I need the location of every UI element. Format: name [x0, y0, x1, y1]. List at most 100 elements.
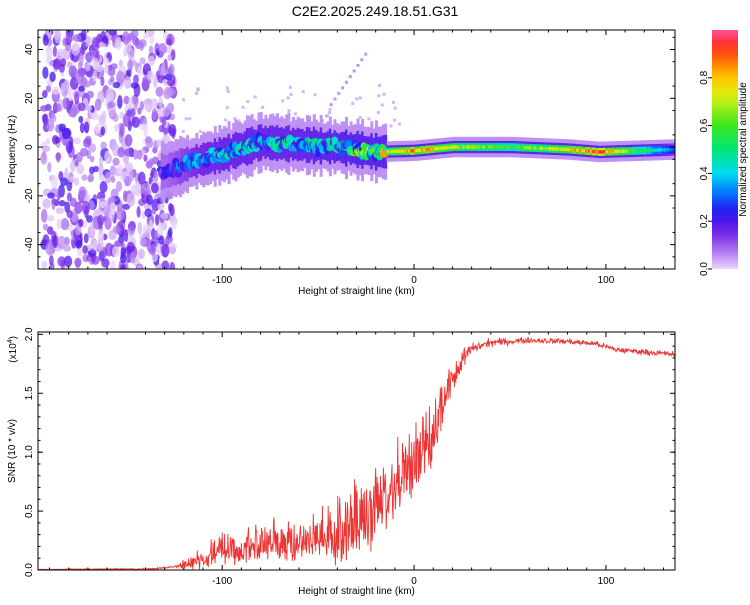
trace-core-center [395, 149, 399, 154]
trace-core-center [573, 148, 576, 152]
trace-core-center [432, 147, 435, 151]
noise-speck [131, 116, 141, 128]
y-tick-label: 0.0 [24, 563, 35, 577]
trace-core-center [393, 149, 396, 154]
noise-speck [123, 148, 133, 157]
noise-speck [66, 209, 73, 219]
noise-speck [53, 103, 62, 113]
noise-speck [126, 59, 134, 71]
trace-core-center [403, 149, 407, 153]
trace-core-center [617, 149, 620, 154]
trace-core-center [581, 148, 584, 153]
noise-speck [165, 38, 173, 46]
trace-core-center [397, 149, 400, 153]
noise-speck [42, 90, 48, 99]
noise-speck [69, 176, 76, 184]
trace-core-center [440, 146, 443, 150]
trace-core-center [456, 145, 459, 149]
noise-speck [99, 200, 106, 209]
noise-speck [86, 90, 94, 99]
trace-core-center [454, 145, 458, 149]
trace-core-center [591, 149, 595, 154]
trace-core-center [589, 149, 592, 153]
noise-speck [87, 173, 95, 183]
faint-speck [378, 83, 382, 87]
noise-speck [81, 174, 88, 181]
noise-speck [133, 103, 138, 111]
trace-core-center [536, 146, 540, 150]
snr-ylabel: SNR (10 * v/v) [7, 419, 18, 483]
trace-core-center [489, 145, 493, 149]
trace-core-center [587, 149, 591, 153]
noise-speck [100, 141, 107, 150]
noise-speck [148, 158, 154, 167]
noise-speck [143, 98, 153, 106]
trace-core-center [663, 148, 666, 152]
noise-speck [67, 108, 77, 118]
noise-speck [52, 58, 62, 70]
faint-speck [261, 105, 265, 109]
noise-speck [74, 160, 79, 167]
trace-core-center [458, 145, 462, 149]
trace-core-center [488, 145, 491, 149]
colorbar-tick-label: 0.0 [699, 262, 710, 276]
noise-speck [42, 223, 49, 231]
trace-core-center [609, 149, 612, 154]
trace-core-center [492, 145, 495, 149]
trace-core-center [555, 147, 558, 151]
noise-speck [67, 88, 74, 102]
noise-speck [130, 251, 136, 264]
noise-speck [77, 61, 83, 69]
faint-speck [226, 89, 230, 93]
noise-speck [60, 82, 66, 95]
trace-core-center [512, 145, 515, 149]
noise-speck [66, 192, 72, 202]
trace-core-center [612, 149, 615, 154]
noise-speck [82, 80, 91, 88]
noise-speck [60, 177, 69, 186]
trace-core-center [401, 149, 404, 153]
noise-speck [109, 139, 115, 148]
noise-speck [92, 57, 100, 70]
noise-speck [143, 31, 149, 40]
x-tick-label: 100 [598, 275, 615, 286]
noise-speck [112, 157, 120, 166]
noise-speck [115, 207, 125, 221]
noise-speck [51, 86, 60, 95]
faint-speck [389, 124, 393, 128]
trace-core-center [570, 148, 573, 152]
noise-speck [120, 252, 127, 264]
noise-speck [104, 171, 112, 184]
trace-core-center [620, 149, 623, 153]
noise-speck [85, 105, 93, 112]
trace-core-center [483, 145, 486, 149]
noise-speck [119, 111, 125, 120]
noise-speck [136, 149, 143, 160]
trace-core-center [593, 149, 596, 154]
noise-speck [42, 113, 49, 126]
noise-speck [97, 230, 105, 244]
trace-core-center [477, 145, 480, 149]
noise-speck [78, 102, 86, 112]
trace-blob [332, 136, 339, 146]
noise-speck [74, 257, 82, 268]
noise-speck [101, 35, 109, 44]
trace-core-center [614, 149, 617, 154]
trace-core-center [569, 147, 572, 152]
y-tick-label: -20 [24, 188, 35, 203]
noise-speck [86, 215, 93, 223]
faint-speck [288, 85, 292, 89]
trace-core-center [673, 147, 675, 152]
noise-speck [63, 245, 71, 252]
trace-core-center [661, 148, 664, 152]
noise-speck [161, 260, 170, 269]
noise-speck [126, 241, 135, 254]
trace-core-center [405, 149, 408, 153]
trace-core-center [413, 149, 416, 153]
trace-core-center [417, 148, 420, 153]
noise-speck [109, 201, 117, 216]
trace-core-center [646, 148, 650, 153]
noise-speck [79, 122, 85, 134]
colorbar-tick-label: 0.8 [699, 70, 710, 84]
